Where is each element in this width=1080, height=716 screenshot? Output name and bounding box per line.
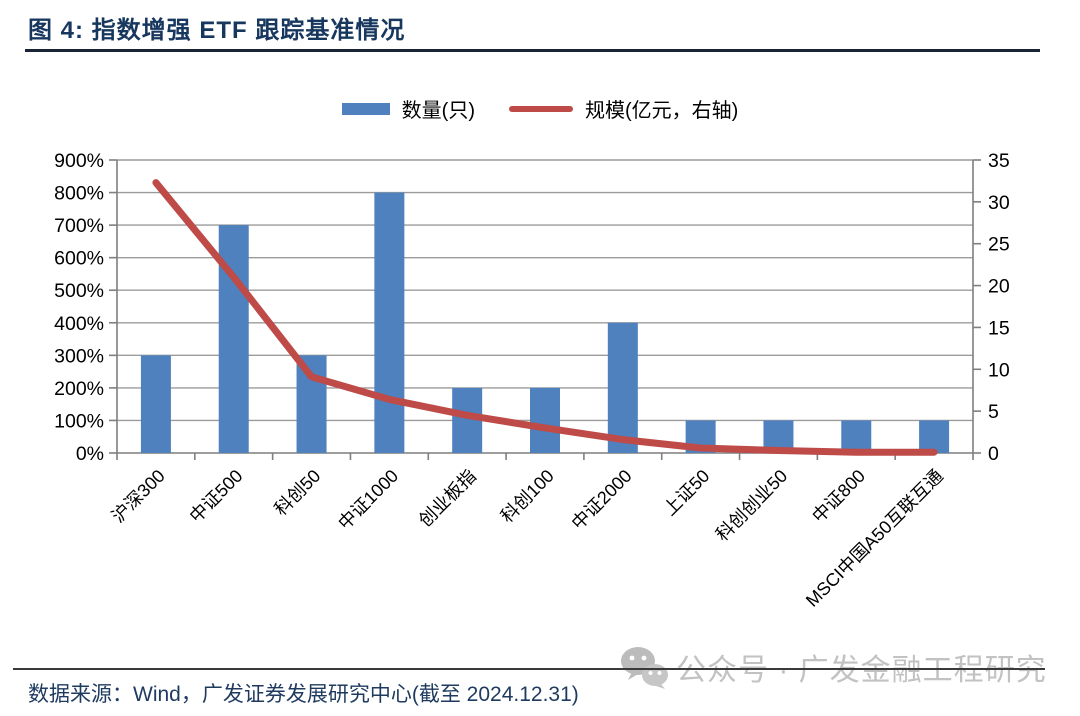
bar [140,355,171,453]
legend-label: 规模(亿元，右轴) [585,100,739,122]
x-axis-ticks [116,453,974,460]
left-axis-tick-label: 300% [54,345,104,367]
legend-item: 规模(亿元，右轴) [509,94,738,123]
category-label: 科创100 [497,466,558,527]
bar [919,420,950,453]
category-label: 科创50 [271,466,325,520]
left-axis-tick-label: 100% [54,410,104,432]
category-label: 科创创业50 [712,466,791,545]
category-labels: 沪深300 中证500 科创50 中证1000 创业板指 科创100 中证2000 上证50科… [108,466,947,611]
left-axis-tick-label: 200% [54,378,104,400]
right-axis-tick-label: 20 [988,276,1010,298]
left-axis-tick-label: 0% [76,443,104,465]
left-axis-tick-label: 500% [54,280,104,302]
left-axis-tick-label: 700% [54,215,104,237]
legend-label: 数量(只) [401,100,475,122]
category-label: 上证50 [660,466,714,520]
category-label: 创业板指 [415,466,480,531]
category-label: 沪深300 [108,466,169,527]
title-divider [25,49,1040,52]
watermark-text: 公众号 · 广发金融工程研究 [676,654,1047,687]
bar [374,192,405,454]
right-axis-ticks: 0 5 10 15 20 25 30 35 [973,150,1010,465]
data-source-note: 数据来源：Wind，广发证券发展研究中心(截至 2024.12.31) [28,683,579,706]
wechat-icon [621,647,668,689]
legend-bar-swatch [341,102,390,115]
right-axis-tick-label: 30 [988,192,1010,214]
left-axis-tick-label: 900% [54,150,104,172]
line-series [152,179,938,456]
right-axis-tick-label: 10 [988,359,1010,381]
category-label: 中证1000 [334,466,402,534]
right-axis-tick-label: 25 [988,234,1010,256]
footer-divider [13,668,1045,670]
left-axis-tick-label: 800% [54,183,104,205]
bar [841,420,872,453]
category-label: MSCI中国A50互联互通 [802,466,947,611]
bar [296,355,327,453]
page-title: 图 4: 指数增强 ETF 跟踪基准情况 [28,17,406,44]
left-axis-ticks: 0% 100% 200% 300% 400% 500% 600% 700% 800% 900% [54,150,117,465]
category-label: 中证2000 [568,466,636,534]
left-axis-tick-label: 400% [54,313,104,335]
category-label: 中证500 [186,466,247,527]
bar [530,387,560,453]
right-axis-tick-label: 35 [988,150,1010,172]
right-axis-tick-label: 15 [988,317,1010,339]
chart-legend: 数量(只) 规模(亿元，右轴) [0,94,1080,123]
combo-chart: 0% 100% 200% 300% 400% 500% 600% 700% 800% 900% 0 5… [54,150,1010,611]
bar [607,322,638,453]
right-axis-tick-label: 0 [988,443,999,465]
watermark: 公众号 · 广发金融工程研究 [618,645,1047,689]
legend-line-swatch [509,105,573,112]
right-axis-tick-label: 5 [988,401,999,423]
legend-item: 数量(只) [341,94,475,123]
left-axis-tick-label: 600% [54,248,104,270]
category-label: 中证800 [808,466,869,527]
